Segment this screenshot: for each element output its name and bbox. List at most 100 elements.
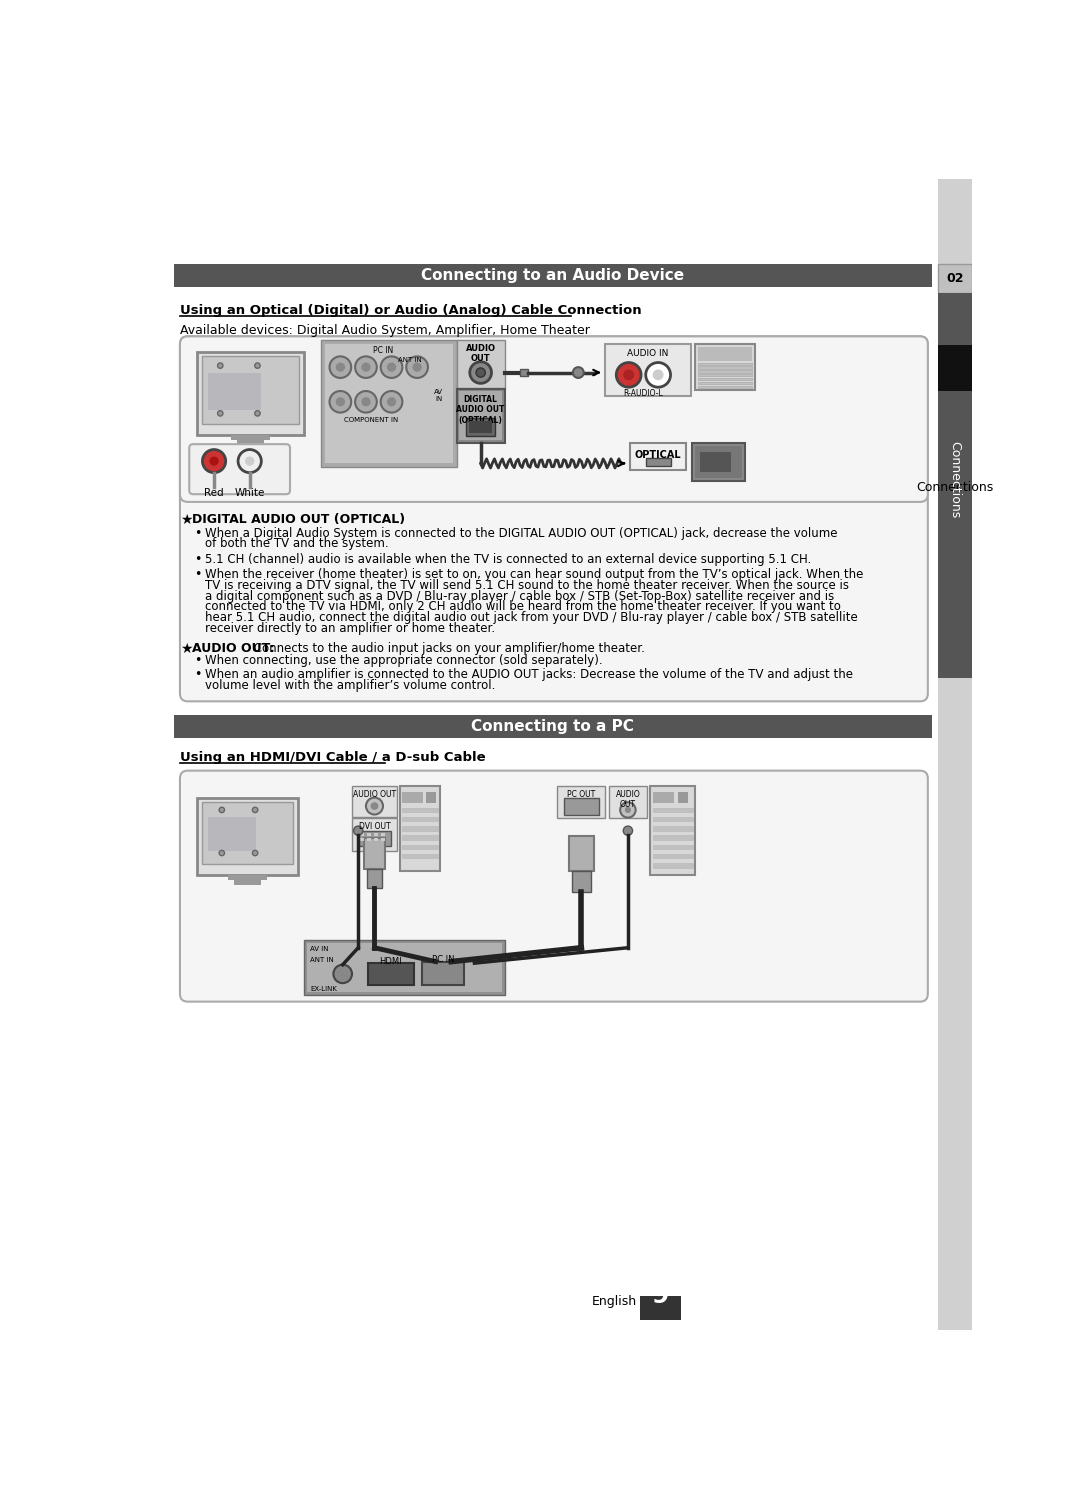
Bar	[698, 382, 752, 384]
Bar	[652, 864, 693, 868]
Circle shape	[202, 450, 226, 472]
Text: connected to the TV via HDMI, only 2 CH audio will be heard from the home theate: connected to the TV via HDMI, only 2 CH …	[205, 601, 840, 614]
Text: Available devices: Digital Audio System, Amplifier, Home Theater: Available devices: Digital Audio System,…	[180, 324, 590, 338]
Text: ★: ★	[180, 642, 192, 656]
Bar	[374, 834, 378, 837]
Bar	[352, 786, 397, 817]
Bar	[325, 344, 453, 463]
Bar	[606, 344, 691, 396]
Bar	[652, 853, 693, 859]
Bar	[234, 880, 260, 884]
Bar	[367, 838, 370, 841]
Circle shape	[355, 391, 377, 412]
Bar	[698, 363, 752, 365]
Text: DIGITAL AUDIO OUT (OPTICAL): DIGITAL AUDIO OUT (OPTICAL)	[192, 512, 405, 526]
Bar	[569, 837, 594, 871]
Bar	[231, 435, 270, 441]
Bar	[698, 385, 752, 388]
Circle shape	[238, 450, 261, 472]
Bar	[692, 442, 745, 481]
Text: TV is receiving a DTV signal, the TV will send 5.1 CH sound to the home theater : TV is receiving a DTV signal, the TV wil…	[205, 578, 849, 592]
Bar	[422, 962, 464, 985]
Bar	[677, 792, 688, 802]
Bar	[652, 844, 693, 849]
Circle shape	[370, 802, 378, 810]
Bar	[367, 964, 414, 985]
Text: AV IN: AV IN	[310, 946, 328, 952]
Bar	[937, 345, 972, 391]
Bar	[174, 264, 932, 287]
Circle shape	[623, 826, 633, 835]
Circle shape	[623, 369, 634, 381]
Bar	[457, 388, 504, 442]
Circle shape	[617, 363, 642, 387]
Circle shape	[362, 397, 370, 406]
Bar	[359, 831, 391, 846]
Bar	[652, 826, 693, 831]
Text: Connections: Connections	[916, 481, 994, 495]
Bar	[307, 943, 502, 992]
Circle shape	[336, 363, 345, 372]
Text: HDMI: HDMI	[379, 958, 402, 967]
Circle shape	[255, 363, 260, 369]
Circle shape	[219, 807, 225, 813]
Text: DIGITAL
AUDIO OUT
(OPTICAL): DIGITAL AUDIO OUT (OPTICAL)	[457, 394, 504, 424]
Bar	[238, 441, 264, 445]
Text: •: •	[194, 568, 201, 581]
FancyBboxPatch shape	[180, 336, 928, 502]
Bar	[652, 792, 674, 802]
Bar	[650, 786, 696, 874]
Bar	[403, 817, 438, 822]
Bar	[403, 853, 438, 859]
Text: Using an Optical (Digital) or Audio (Analog) Cable Connection: Using an Optical (Digital) or Audio (Ana…	[180, 303, 642, 317]
Circle shape	[366, 798, 383, 814]
Bar	[197, 351, 303, 435]
Bar	[465, 418, 496, 436]
Text: Connecting to an Audio Device: Connecting to an Audio Device	[421, 267, 685, 282]
Circle shape	[255, 411, 260, 415]
Bar	[321, 341, 457, 468]
Text: When an audio amplifier is connected to the AUDIO OUT jacks: Decrease the volume: When an audio amplifier is connected to …	[205, 668, 853, 681]
Bar	[426, 792, 436, 802]
Text: Red: Red	[204, 489, 224, 498]
Text: PC OUT: PC OUT	[567, 790, 595, 799]
Circle shape	[380, 391, 403, 412]
Text: •: •	[194, 654, 201, 668]
Bar	[469, 421, 492, 433]
Circle shape	[245, 457, 255, 466]
Circle shape	[652, 369, 663, 381]
Bar	[360, 838, 364, 841]
Circle shape	[572, 368, 583, 378]
Bar	[400, 786, 441, 871]
Text: AUDIO
OUT: AUDIO OUT	[616, 790, 640, 810]
Text: •: •	[194, 553, 201, 566]
Bar	[197, 798, 298, 874]
FancyBboxPatch shape	[180, 336, 928, 701]
Text: 02: 02	[946, 272, 963, 285]
Bar	[937, 264, 972, 293]
Bar	[640, 1295, 680, 1321]
Text: hear 5.1 CH audio, connect the digital audio out jack from your DVD / Blu-ray pl: hear 5.1 CH audio, connect the digital a…	[205, 611, 858, 624]
Text: AUDIO OUT: AUDIO OUT	[353, 790, 396, 799]
Bar	[572, 871, 591, 892]
Bar	[360, 834, 364, 837]
Circle shape	[362, 363, 370, 372]
Bar	[367, 870, 382, 889]
Bar	[652, 808, 693, 813]
Bar	[403, 792, 422, 802]
Text: 5.1 CH (channel) audio is available when the TV is connected to an external devi: 5.1 CH (channel) audio is available when…	[205, 553, 811, 566]
Bar	[367, 834, 370, 837]
Text: Connecting to a PC: Connecting to a PC	[471, 719, 634, 734]
Text: EX-LINK: EX-LINK	[310, 986, 337, 992]
Text: When a Digital Audio System is connected to the DIGITAL AUDIO OUT (OPTICAL) jack: When a Digital Audio System is connected…	[205, 526, 837, 539]
Bar	[352, 819, 397, 850]
Circle shape	[625, 807, 631, 813]
Text: PC IN: PC IN	[432, 956, 455, 965]
Bar	[459, 391, 502, 441]
Circle shape	[406, 357, 428, 378]
Bar	[698, 374, 752, 376]
Bar	[937, 179, 972, 1330]
Bar	[698, 347, 752, 362]
Circle shape	[253, 850, 258, 856]
Text: Connections: Connections	[948, 441, 961, 518]
